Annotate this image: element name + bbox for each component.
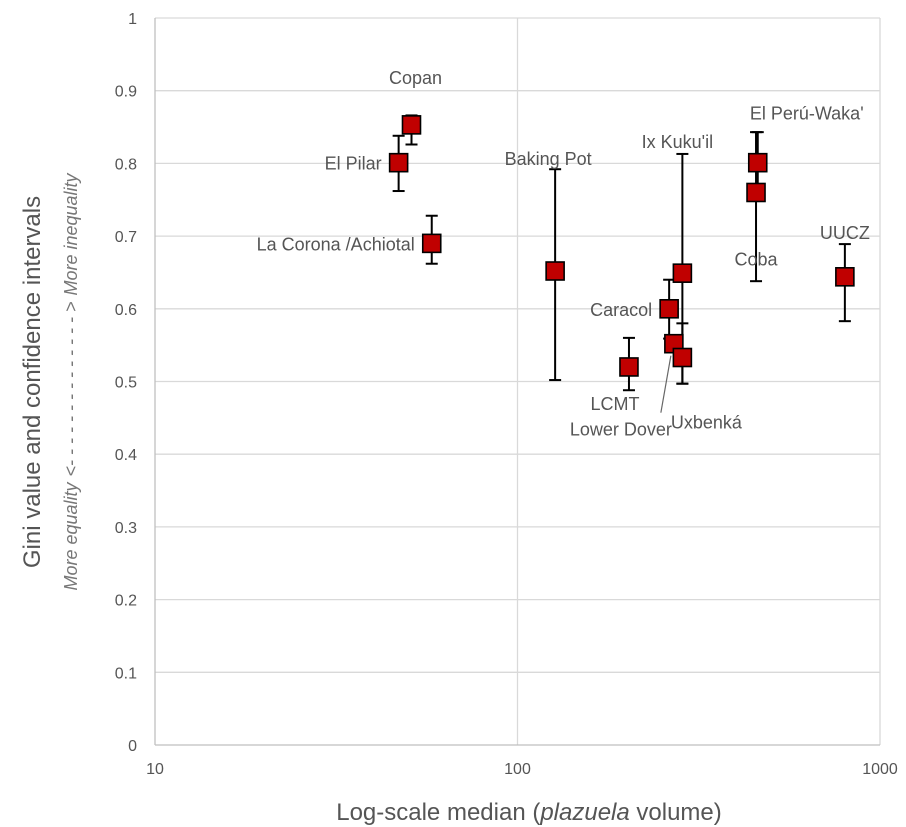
point-label-4: Ix Kuku'il (642, 132, 713, 152)
point-label-11: UUCZ (820, 223, 870, 243)
y-axis-secondary-title: More equality <- - - - - - - - - - - - - … (61, 172, 81, 590)
data-marker-11 (835, 267, 855, 287)
data-marker-0 (401, 115, 422, 135)
x-tick-label: 1000 (862, 761, 898, 778)
y-tick-label: 0.6 (115, 302, 137, 319)
data-marker-9 (747, 152, 768, 173)
x-axis-title-italic: plazuela (539, 799, 629, 826)
x-axis-title-prefix: Log-scale median ( (336, 799, 540, 826)
point-label-10: Coba (735, 249, 779, 269)
point-label-8: Uxbenká (671, 413, 743, 433)
y-tick-label: 0.4 (115, 447, 137, 464)
y-secondary-arrow: <- - - - - - - - - - - - - - > (61, 302, 81, 477)
point-label-9: El Perú-Waka' (750, 104, 864, 124)
point-label-6: LCMT (590, 394, 639, 414)
y-axis-title: Gini value and confidence intervals (19, 196, 46, 568)
leader-lines (660, 355, 672, 413)
point-label-0: Copan (389, 68, 442, 88)
error-bars (392, 114, 851, 392)
y-tick-label: 0.5 (115, 375, 137, 392)
y-secondary-right: More inequality (61, 172, 81, 295)
y-tick-label: 0.8 (115, 156, 137, 173)
point-label-3: Baking Pot (505, 149, 592, 169)
x-tick-label: 100 (504, 761, 531, 778)
axes (154, 18, 880, 746)
y-tick-label: 0.7 (115, 229, 137, 246)
data-marker-4 (672, 263, 693, 283)
data-marker-10 (746, 182, 766, 203)
gridlines (155, 17, 881, 745)
point-label-5: Caracol (590, 300, 652, 320)
y-tick-label: 0 (128, 738, 137, 755)
y-tick-label: 1 (128, 11, 137, 28)
y-tick-label: 0.9 (115, 84, 137, 101)
y-tick-label: 0.1 (115, 665, 137, 682)
x-tick-label: 10 (146, 761, 164, 778)
data-marker-8 (672, 347, 693, 368)
data-marker-2 (421, 233, 442, 254)
point-label-1: El Pilar (325, 154, 382, 174)
point-label-7: Lower Dover (570, 420, 672, 440)
x-axis-title: Log-scale median (plazuela volume) (336, 799, 722, 826)
leader-line-lower-dover (660, 355, 672, 413)
y-tick-label: 0.2 (115, 593, 137, 610)
data-marker-3 (545, 261, 565, 281)
tick-labels: 0 0.1 0.2 0.3 0.4 0.5 0.6 0.7 0.8 0.9 1 10 100 1000 (115, 11, 898, 778)
x-axis-title-suffix: volume) (630, 799, 722, 826)
data-marker-1 (388, 152, 409, 173)
point-labels: Copan El Pilar La Corona /Achiotal Baking P… (257, 68, 870, 440)
y-secondary-left: More equality (61, 481, 81, 590)
data-marker-5 (659, 298, 679, 319)
point-label-2: La Corona /Achiotal (257, 234, 415, 254)
data-marker-6 (619, 357, 639, 377)
y-tick-label: 0.3 (115, 520, 137, 537)
data-markers (388, 115, 855, 377)
